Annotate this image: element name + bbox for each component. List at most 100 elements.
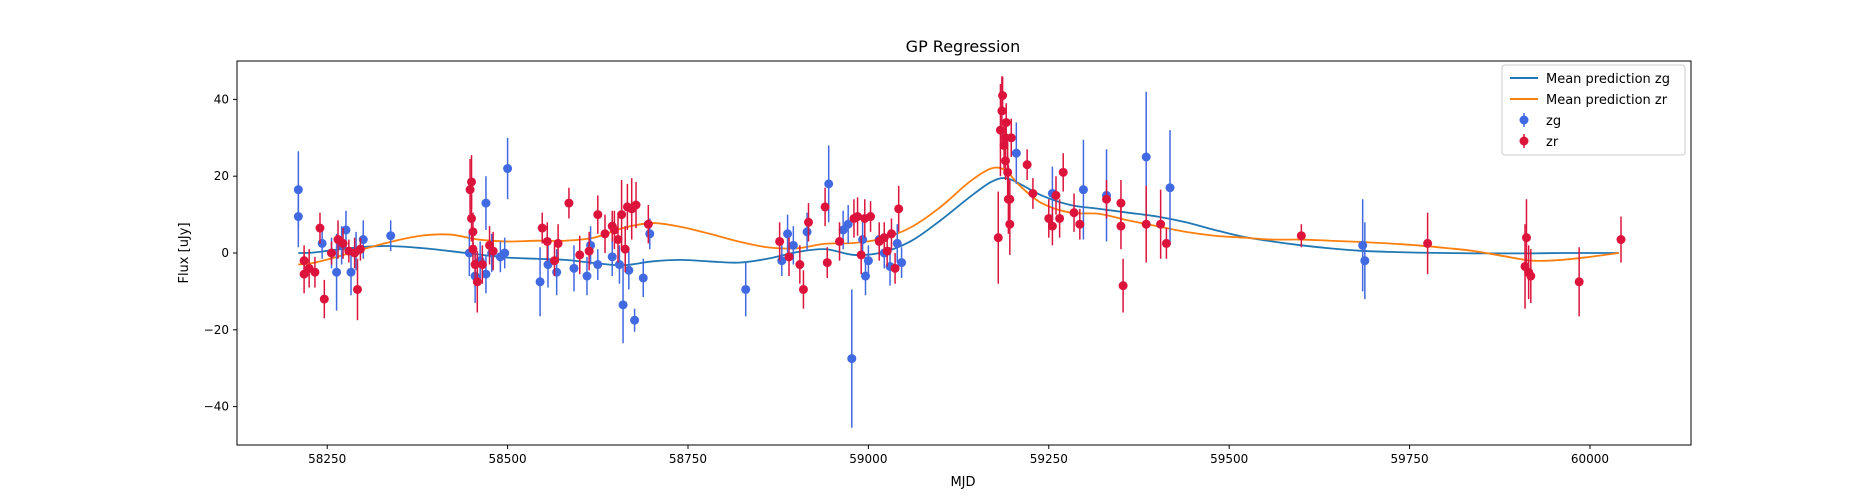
zg-point bbox=[847, 354, 857, 364]
legend-label-zg: zg bbox=[1546, 114, 1561, 129]
zg-point bbox=[500, 248, 510, 258]
zr-point bbox=[327, 248, 337, 258]
zg-point bbox=[630, 315, 640, 325]
mean-prediction-zg-line bbox=[298, 177, 1619, 267]
zg-point bbox=[293, 212, 303, 222]
zg-point bbox=[614, 260, 624, 270]
zg-point bbox=[317, 238, 327, 248]
zr-point bbox=[1069, 208, 1079, 218]
zr-point bbox=[620, 244, 630, 254]
zg-point bbox=[1011, 148, 1021, 158]
zg-point bbox=[543, 260, 553, 270]
legend: Mean prediction zg Mean prediction zr zg… bbox=[1501, 64, 1686, 156]
zg-point bbox=[897, 258, 907, 268]
zr-point bbox=[1102, 194, 1112, 204]
zr-point bbox=[468, 244, 478, 254]
zr-point bbox=[1006, 133, 1016, 143]
zr-point bbox=[575, 250, 585, 260]
zr-point bbox=[477, 260, 487, 270]
zg-point bbox=[645, 229, 655, 239]
x-tick-label: 59000 bbox=[849, 452, 887, 466]
zr-point bbox=[488, 246, 498, 256]
zr-point bbox=[1574, 277, 1584, 287]
zr-point bbox=[315, 223, 325, 233]
zr-point bbox=[1051, 190, 1061, 200]
zr-point bbox=[993, 233, 1003, 243]
zg-point bbox=[481, 198, 491, 208]
zg-point bbox=[481, 269, 491, 279]
zr-point bbox=[1526, 271, 1536, 281]
zr-point bbox=[795, 260, 805, 270]
y-tick-label: −20 bbox=[204, 323, 229, 337]
zr-point bbox=[310, 267, 320, 277]
zg-point bbox=[802, 227, 812, 237]
zr-point bbox=[995, 125, 1005, 135]
zr-point bbox=[631, 200, 641, 210]
zr-point bbox=[564, 198, 574, 208]
zr-point bbox=[856, 250, 866, 260]
zr-point bbox=[882, 246, 892, 256]
zr-point bbox=[319, 294, 329, 304]
y-tick-label: 0 bbox=[221, 246, 229, 260]
y-tick-label: −40 bbox=[204, 400, 229, 414]
x-tick-label: 59250 bbox=[1030, 452, 1068, 466]
zr-point bbox=[593, 210, 603, 220]
zg-point bbox=[843, 219, 853, 229]
zg-point bbox=[624, 265, 634, 275]
zr-point bbox=[537, 223, 547, 233]
zr-point bbox=[803, 217, 813, 227]
zg-point bbox=[892, 238, 902, 248]
legend-label-zr: zr bbox=[1546, 135, 1559, 150]
chart-title: GP Regression bbox=[906, 37, 1021, 56]
zr-point bbox=[553, 238, 563, 248]
zr-point bbox=[798, 284, 808, 294]
zg-point bbox=[1360, 256, 1370, 266]
zg-point bbox=[1078, 185, 1088, 195]
zr-point bbox=[1028, 188, 1038, 198]
zr-point bbox=[1616, 235, 1626, 245]
x-tick-label: 58750 bbox=[669, 452, 707, 466]
zr-point bbox=[886, 229, 896, 239]
zr-point bbox=[643, 219, 653, 229]
x-tick-label: 60000 bbox=[1571, 452, 1609, 466]
x-axis-label: MJD bbox=[950, 475, 975, 490]
zr-point bbox=[1055, 213, 1065, 223]
zg-point bbox=[593, 260, 603, 270]
zr-point bbox=[784, 252, 794, 262]
zg-point bbox=[618, 300, 628, 310]
zr-point bbox=[890, 263, 900, 273]
zr-point bbox=[609, 225, 619, 235]
zr-point bbox=[999, 140, 1009, 150]
zg-point bbox=[741, 284, 751, 294]
legend-zg-marker bbox=[1519, 115, 1529, 125]
zr-point bbox=[617, 210, 627, 220]
zr-point bbox=[472, 277, 482, 287]
zr-point bbox=[1044, 213, 1054, 223]
zr-point bbox=[1022, 160, 1032, 170]
zr-point bbox=[465, 185, 475, 195]
zg-point bbox=[858, 235, 868, 245]
zg-point bbox=[607, 252, 617, 262]
x-tick-label: 58500 bbox=[489, 452, 527, 466]
zr-point bbox=[1296, 231, 1306, 241]
zr-point bbox=[1521, 233, 1531, 243]
zg-point bbox=[332, 267, 342, 277]
zr-point bbox=[613, 235, 623, 245]
zg-point bbox=[503, 164, 513, 174]
zr-point bbox=[822, 258, 832, 268]
zg-point bbox=[783, 229, 793, 239]
plot-area-frame bbox=[236, 60, 1692, 446]
zr-point bbox=[355, 244, 365, 254]
zg-point bbox=[535, 277, 545, 287]
zr-point bbox=[1047, 221, 1057, 231]
x-tick-label: 59500 bbox=[1210, 452, 1248, 466]
zg-point bbox=[1165, 183, 1175, 193]
zr-point bbox=[1075, 219, 1085, 229]
legend-box bbox=[1501, 64, 1686, 156]
zr-point bbox=[600, 229, 610, 239]
zr-point bbox=[998, 91, 1008, 101]
zr-point bbox=[1116, 221, 1126, 231]
legend-zr-marker bbox=[1519, 136, 1529, 146]
